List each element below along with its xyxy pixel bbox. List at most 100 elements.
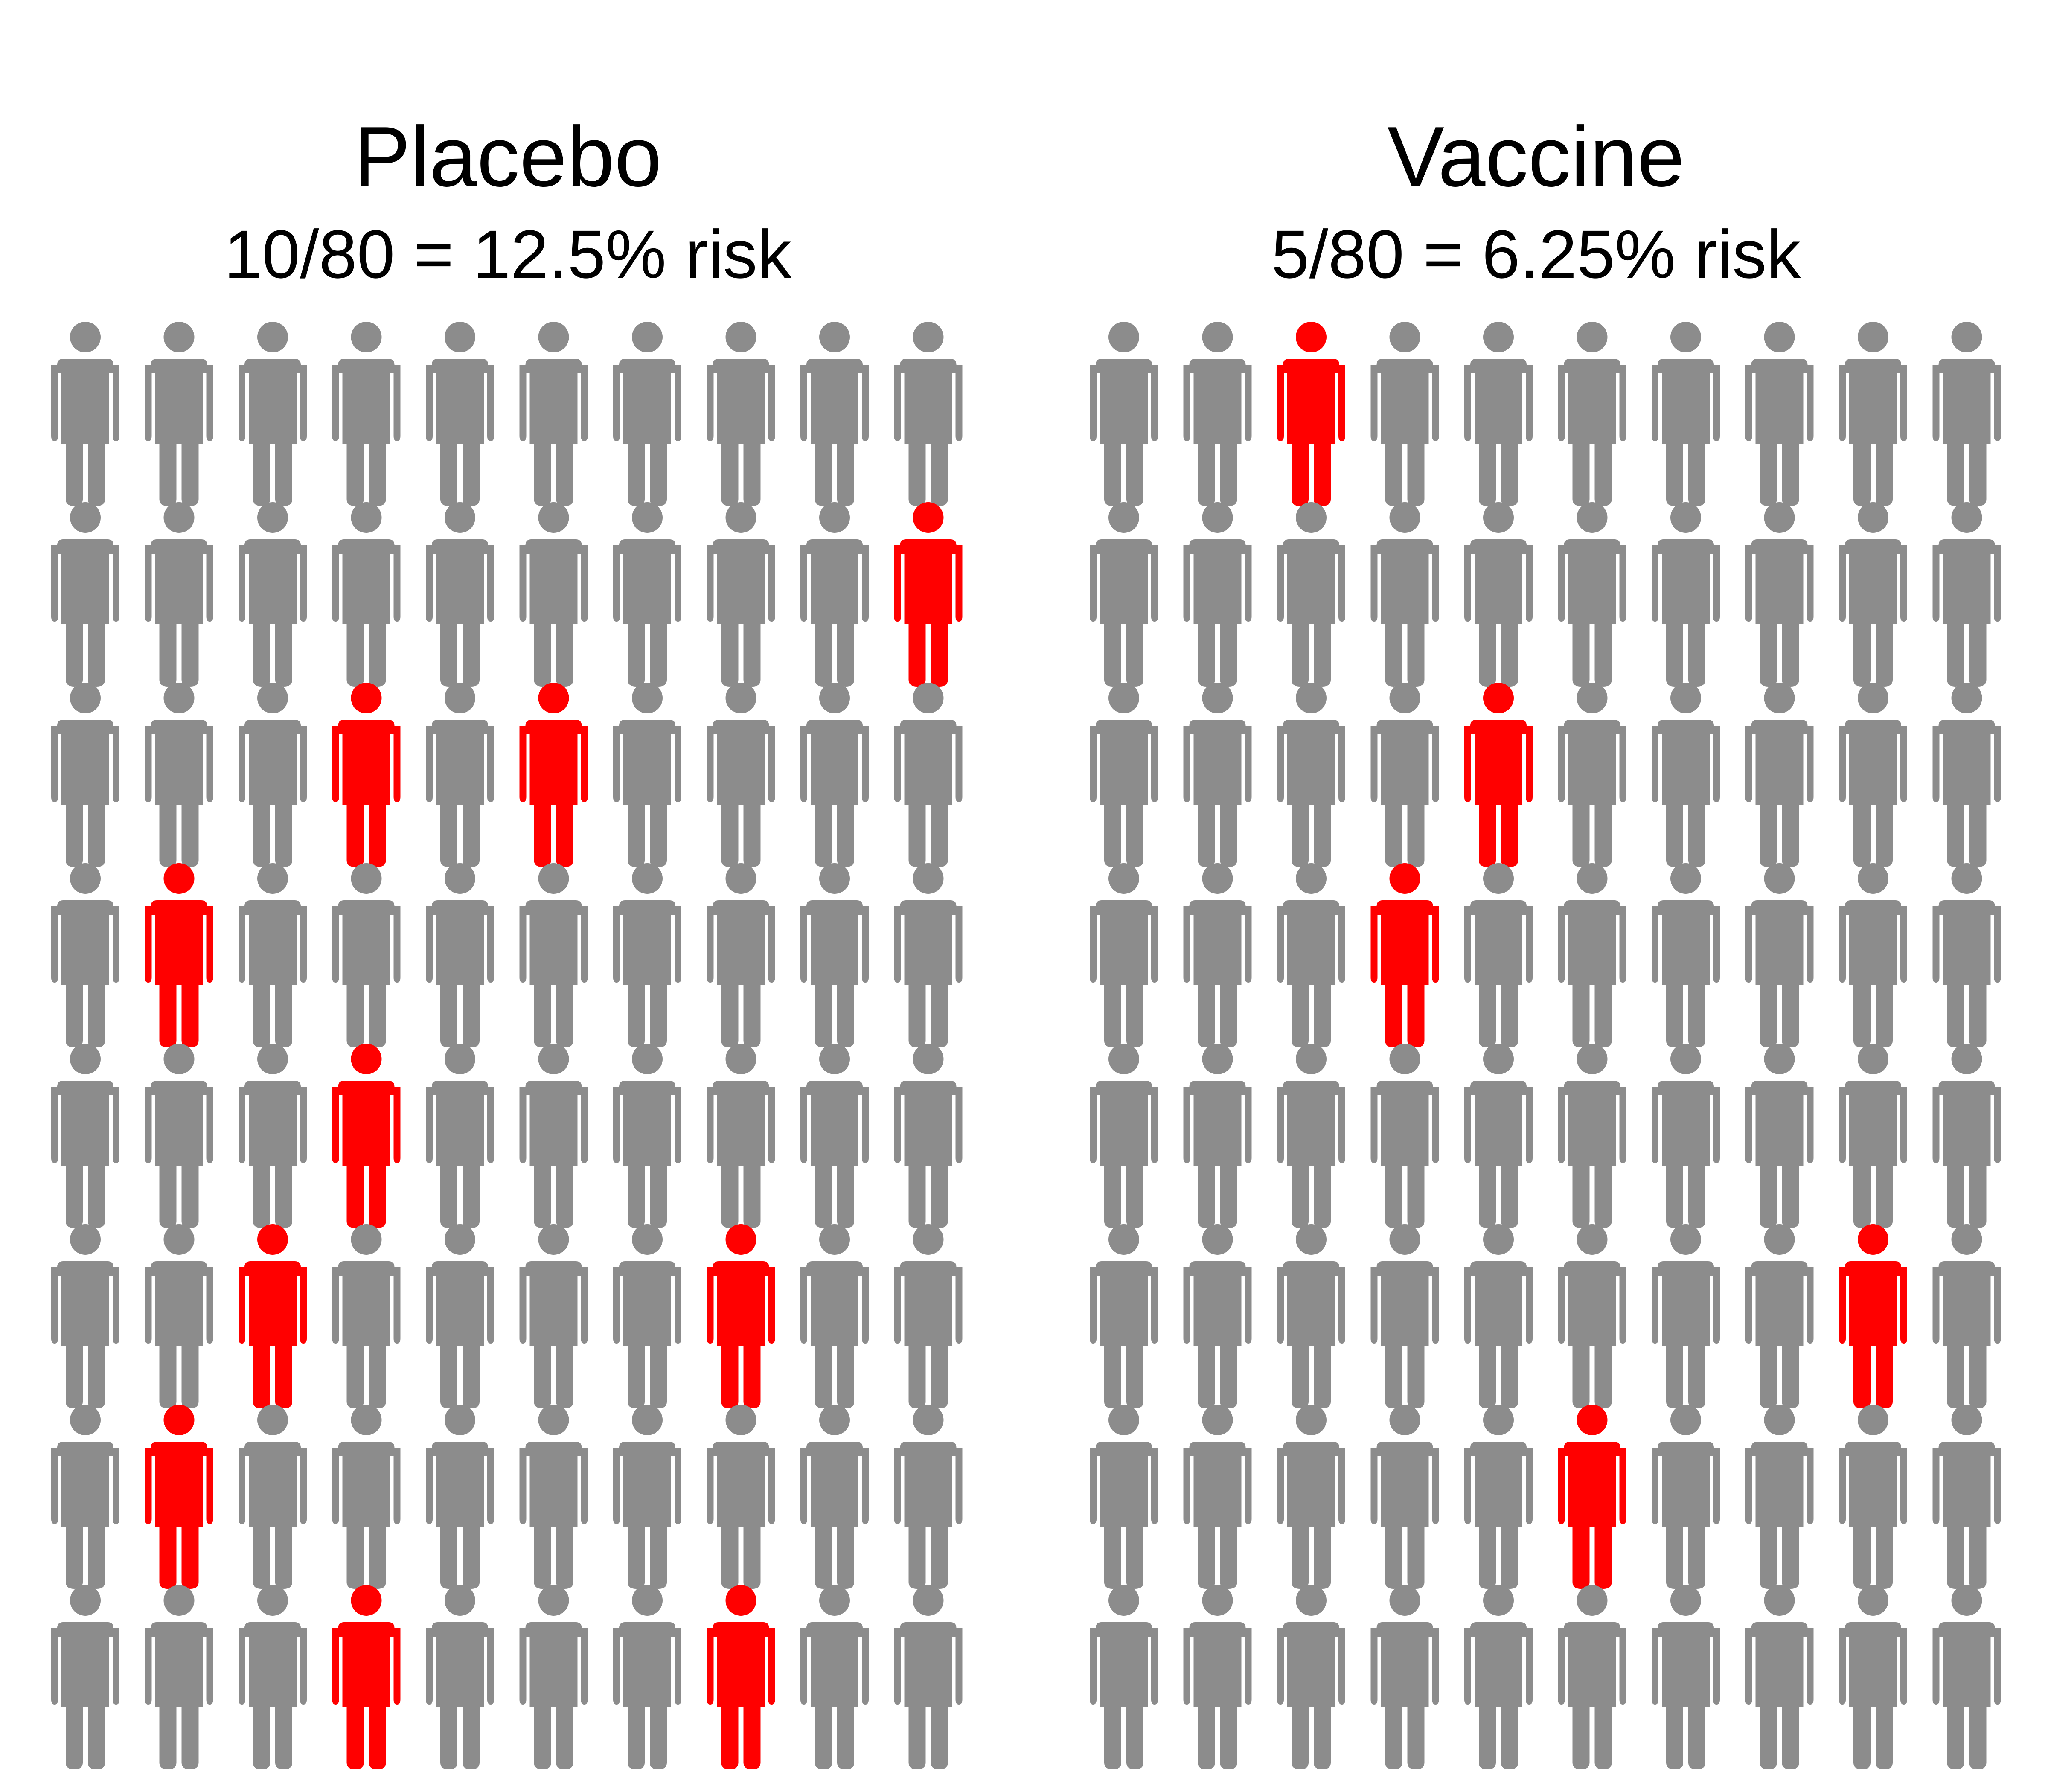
- person-icon: [519, 1224, 588, 1408]
- person-icon: [1370, 1585, 1439, 1769]
- person-icon: [1932, 1585, 2001, 1769]
- person-icon: [426, 502, 494, 687]
- person-icon-case: [519, 683, 588, 867]
- person-icon: [800, 683, 869, 867]
- person-icon: [239, 502, 307, 687]
- person-icon: [613, 502, 681, 687]
- person-icon: [1652, 1044, 1720, 1228]
- vaccine-person-grid: [1090, 322, 2001, 1769]
- person-icon: [800, 1585, 869, 1769]
- person-icon: [1090, 1044, 1158, 1228]
- person-icon: [1464, 1044, 1533, 1228]
- person-icon: [1839, 502, 1907, 687]
- person-icon: [613, 683, 681, 867]
- person-icon: [1839, 863, 1907, 1047]
- person-icon: [1370, 1405, 1439, 1589]
- person-icon: [239, 863, 307, 1047]
- person-icon: [519, 1585, 588, 1769]
- person-icon: [1652, 502, 1720, 687]
- person-icon: [1183, 863, 1252, 1047]
- person-icon-case: [1277, 322, 1345, 506]
- person-icon: [1745, 1224, 1814, 1408]
- person-icon: [1932, 322, 2001, 506]
- person-icon: [51, 322, 119, 506]
- person-icon: [426, 1224, 494, 1408]
- placebo-panel: Placebo 10/80 = 12.5% risk: [51, 109, 963, 1769]
- person-icon: [426, 1585, 494, 1769]
- person-icon: [1839, 322, 1907, 506]
- person-icon-case: [1839, 1224, 1907, 1408]
- person-icon: [1277, 1405, 1345, 1589]
- person-icon: [707, 683, 775, 867]
- person-icon: [332, 322, 401, 506]
- person-icon: [519, 1044, 588, 1228]
- person-icon: [613, 1405, 681, 1589]
- person-icon-case: [332, 1585, 401, 1769]
- person-icon: [894, 1224, 963, 1408]
- person-icon: [800, 1224, 869, 1408]
- person-icon: [1464, 502, 1533, 687]
- person-icon: [51, 1224, 119, 1408]
- person-icon: [145, 1224, 213, 1408]
- person-icon: [239, 1405, 307, 1589]
- person-icon: [1277, 1224, 1345, 1408]
- person-icon: [1558, 322, 1626, 506]
- person-icon: [1652, 1224, 1720, 1408]
- person-icon: [894, 1405, 963, 1589]
- person-icon-case: [239, 1224, 307, 1408]
- person-icon: [145, 1585, 213, 1769]
- person-icon-case: [894, 502, 963, 687]
- person-icon: [1745, 863, 1814, 1047]
- person-icon: [426, 683, 494, 867]
- person-icon: [1652, 1405, 1720, 1589]
- person-icon: [613, 1224, 681, 1408]
- person-icon: [51, 1585, 119, 1769]
- person-icon: [1839, 683, 1907, 867]
- person-icon: [145, 683, 213, 867]
- person-icon: [1745, 1044, 1814, 1228]
- person-icon: [1932, 1405, 2001, 1589]
- person-icon: [1652, 1585, 1720, 1769]
- person-icon: [519, 1405, 588, 1589]
- person-icon: [1652, 322, 1720, 506]
- person-icon: [894, 863, 963, 1047]
- person-icon: [1745, 322, 1814, 506]
- person-icon: [1558, 1044, 1626, 1228]
- person-icon: [1932, 1044, 2001, 1228]
- person-icon-case: [1464, 683, 1533, 867]
- person-icon: [1464, 1224, 1533, 1408]
- person-icon-case: [145, 1405, 213, 1589]
- person-icon: [1464, 863, 1533, 1047]
- person-icon: [1370, 502, 1439, 687]
- person-icon: [800, 502, 869, 687]
- person-icon: [707, 863, 775, 1047]
- person-icon: [1558, 1585, 1626, 1769]
- person-icon: [1839, 1585, 1907, 1769]
- person-icon: [1183, 1405, 1252, 1589]
- person-icon-case: [332, 683, 401, 867]
- person-icon: [239, 683, 307, 867]
- person-icon: [1370, 683, 1439, 867]
- person-icon: [707, 502, 775, 687]
- person-icon: [1745, 683, 1814, 867]
- person-icon: [1183, 322, 1252, 506]
- person-icon: [145, 1044, 213, 1228]
- placebo-title: Placebo: [353, 109, 662, 204]
- person-icon: [1277, 683, 1345, 867]
- person-icon: [1932, 502, 2001, 687]
- person-icon: [1090, 1585, 1158, 1769]
- person-icon: [1464, 322, 1533, 506]
- person-icon: [239, 322, 307, 506]
- person-icon: [1652, 683, 1720, 867]
- person-icon: [239, 1585, 307, 1769]
- person-icon: [800, 1044, 869, 1228]
- placebo-risk-label: 10/80 = 12.5% risk: [224, 216, 791, 292]
- person-icon: [1183, 1585, 1252, 1769]
- person-icon: [51, 863, 119, 1047]
- person-icon: [1745, 1405, 1814, 1589]
- person-icon: [1932, 863, 2001, 1047]
- person-icon: [894, 322, 963, 506]
- person-icon: [1558, 683, 1626, 867]
- person-icon: [1090, 502, 1158, 687]
- person-icon: [894, 1585, 963, 1769]
